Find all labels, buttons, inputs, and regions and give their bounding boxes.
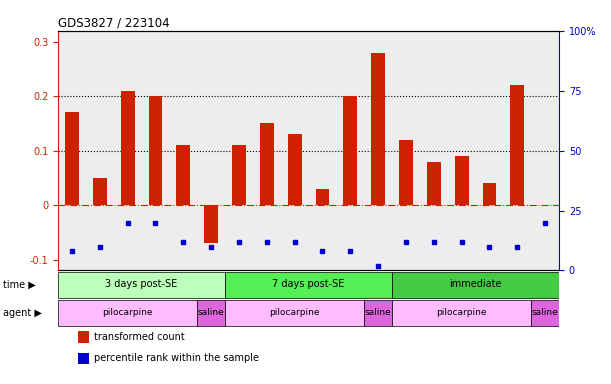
Bar — [475, 31, 503, 270]
Bar — [455, 156, 469, 205]
Text: percentile rank within the sample: percentile rank within the sample — [94, 353, 259, 363]
Bar — [58, 272, 225, 298]
Text: pilocarpine: pilocarpine — [269, 308, 320, 317]
Bar — [427, 162, 441, 205]
Text: GDS3827 / 223104: GDS3827 / 223104 — [58, 17, 170, 30]
Bar — [86, 31, 114, 270]
Bar — [531, 31, 559, 270]
Bar — [197, 31, 225, 270]
Bar — [142, 31, 169, 270]
Bar — [392, 300, 531, 326]
Bar — [204, 205, 218, 243]
Bar — [121, 91, 134, 205]
Text: immediate: immediate — [449, 279, 502, 289]
Bar — [148, 96, 163, 205]
Text: 3 days post-SE: 3 days post-SE — [106, 279, 178, 289]
Bar — [392, 272, 559, 298]
Bar — [420, 31, 448, 270]
Text: saline: saline — [365, 308, 392, 317]
Bar — [343, 96, 357, 205]
Bar — [225, 31, 253, 270]
Text: time ▶: time ▶ — [3, 280, 36, 290]
Bar — [399, 140, 413, 205]
Bar — [371, 53, 385, 205]
Text: pilocarpine: pilocarpine — [436, 308, 487, 317]
Bar — [114, 31, 142, 270]
Bar — [232, 145, 246, 205]
Bar — [169, 31, 197, 270]
Bar — [58, 300, 197, 326]
Bar — [58, 31, 86, 270]
Bar — [177, 145, 190, 205]
Bar — [225, 300, 364, 326]
Bar — [364, 31, 392, 270]
Bar — [337, 31, 364, 270]
Text: agent ▶: agent ▶ — [3, 308, 42, 318]
Bar — [392, 31, 420, 270]
Bar — [510, 85, 524, 205]
Bar — [364, 300, 392, 326]
Bar — [93, 178, 107, 205]
Text: pilocarpine: pilocarpine — [103, 308, 153, 317]
Bar — [288, 134, 302, 205]
Bar — [253, 31, 280, 270]
Bar — [65, 113, 79, 205]
Bar — [197, 300, 225, 326]
Text: saline: saline — [198, 308, 224, 317]
Bar — [260, 123, 274, 205]
Bar — [315, 189, 329, 205]
Bar — [78, 353, 89, 364]
Bar — [225, 272, 392, 298]
Bar — [531, 300, 559, 326]
Bar — [503, 31, 531, 270]
Bar — [448, 31, 475, 270]
Text: saline: saline — [532, 308, 558, 317]
Text: 7 days post-SE: 7 days post-SE — [273, 279, 345, 289]
Bar — [483, 183, 496, 205]
Text: transformed count: transformed count — [94, 332, 185, 342]
Bar — [309, 31, 337, 270]
Bar — [78, 331, 89, 343]
Bar — [280, 31, 309, 270]
